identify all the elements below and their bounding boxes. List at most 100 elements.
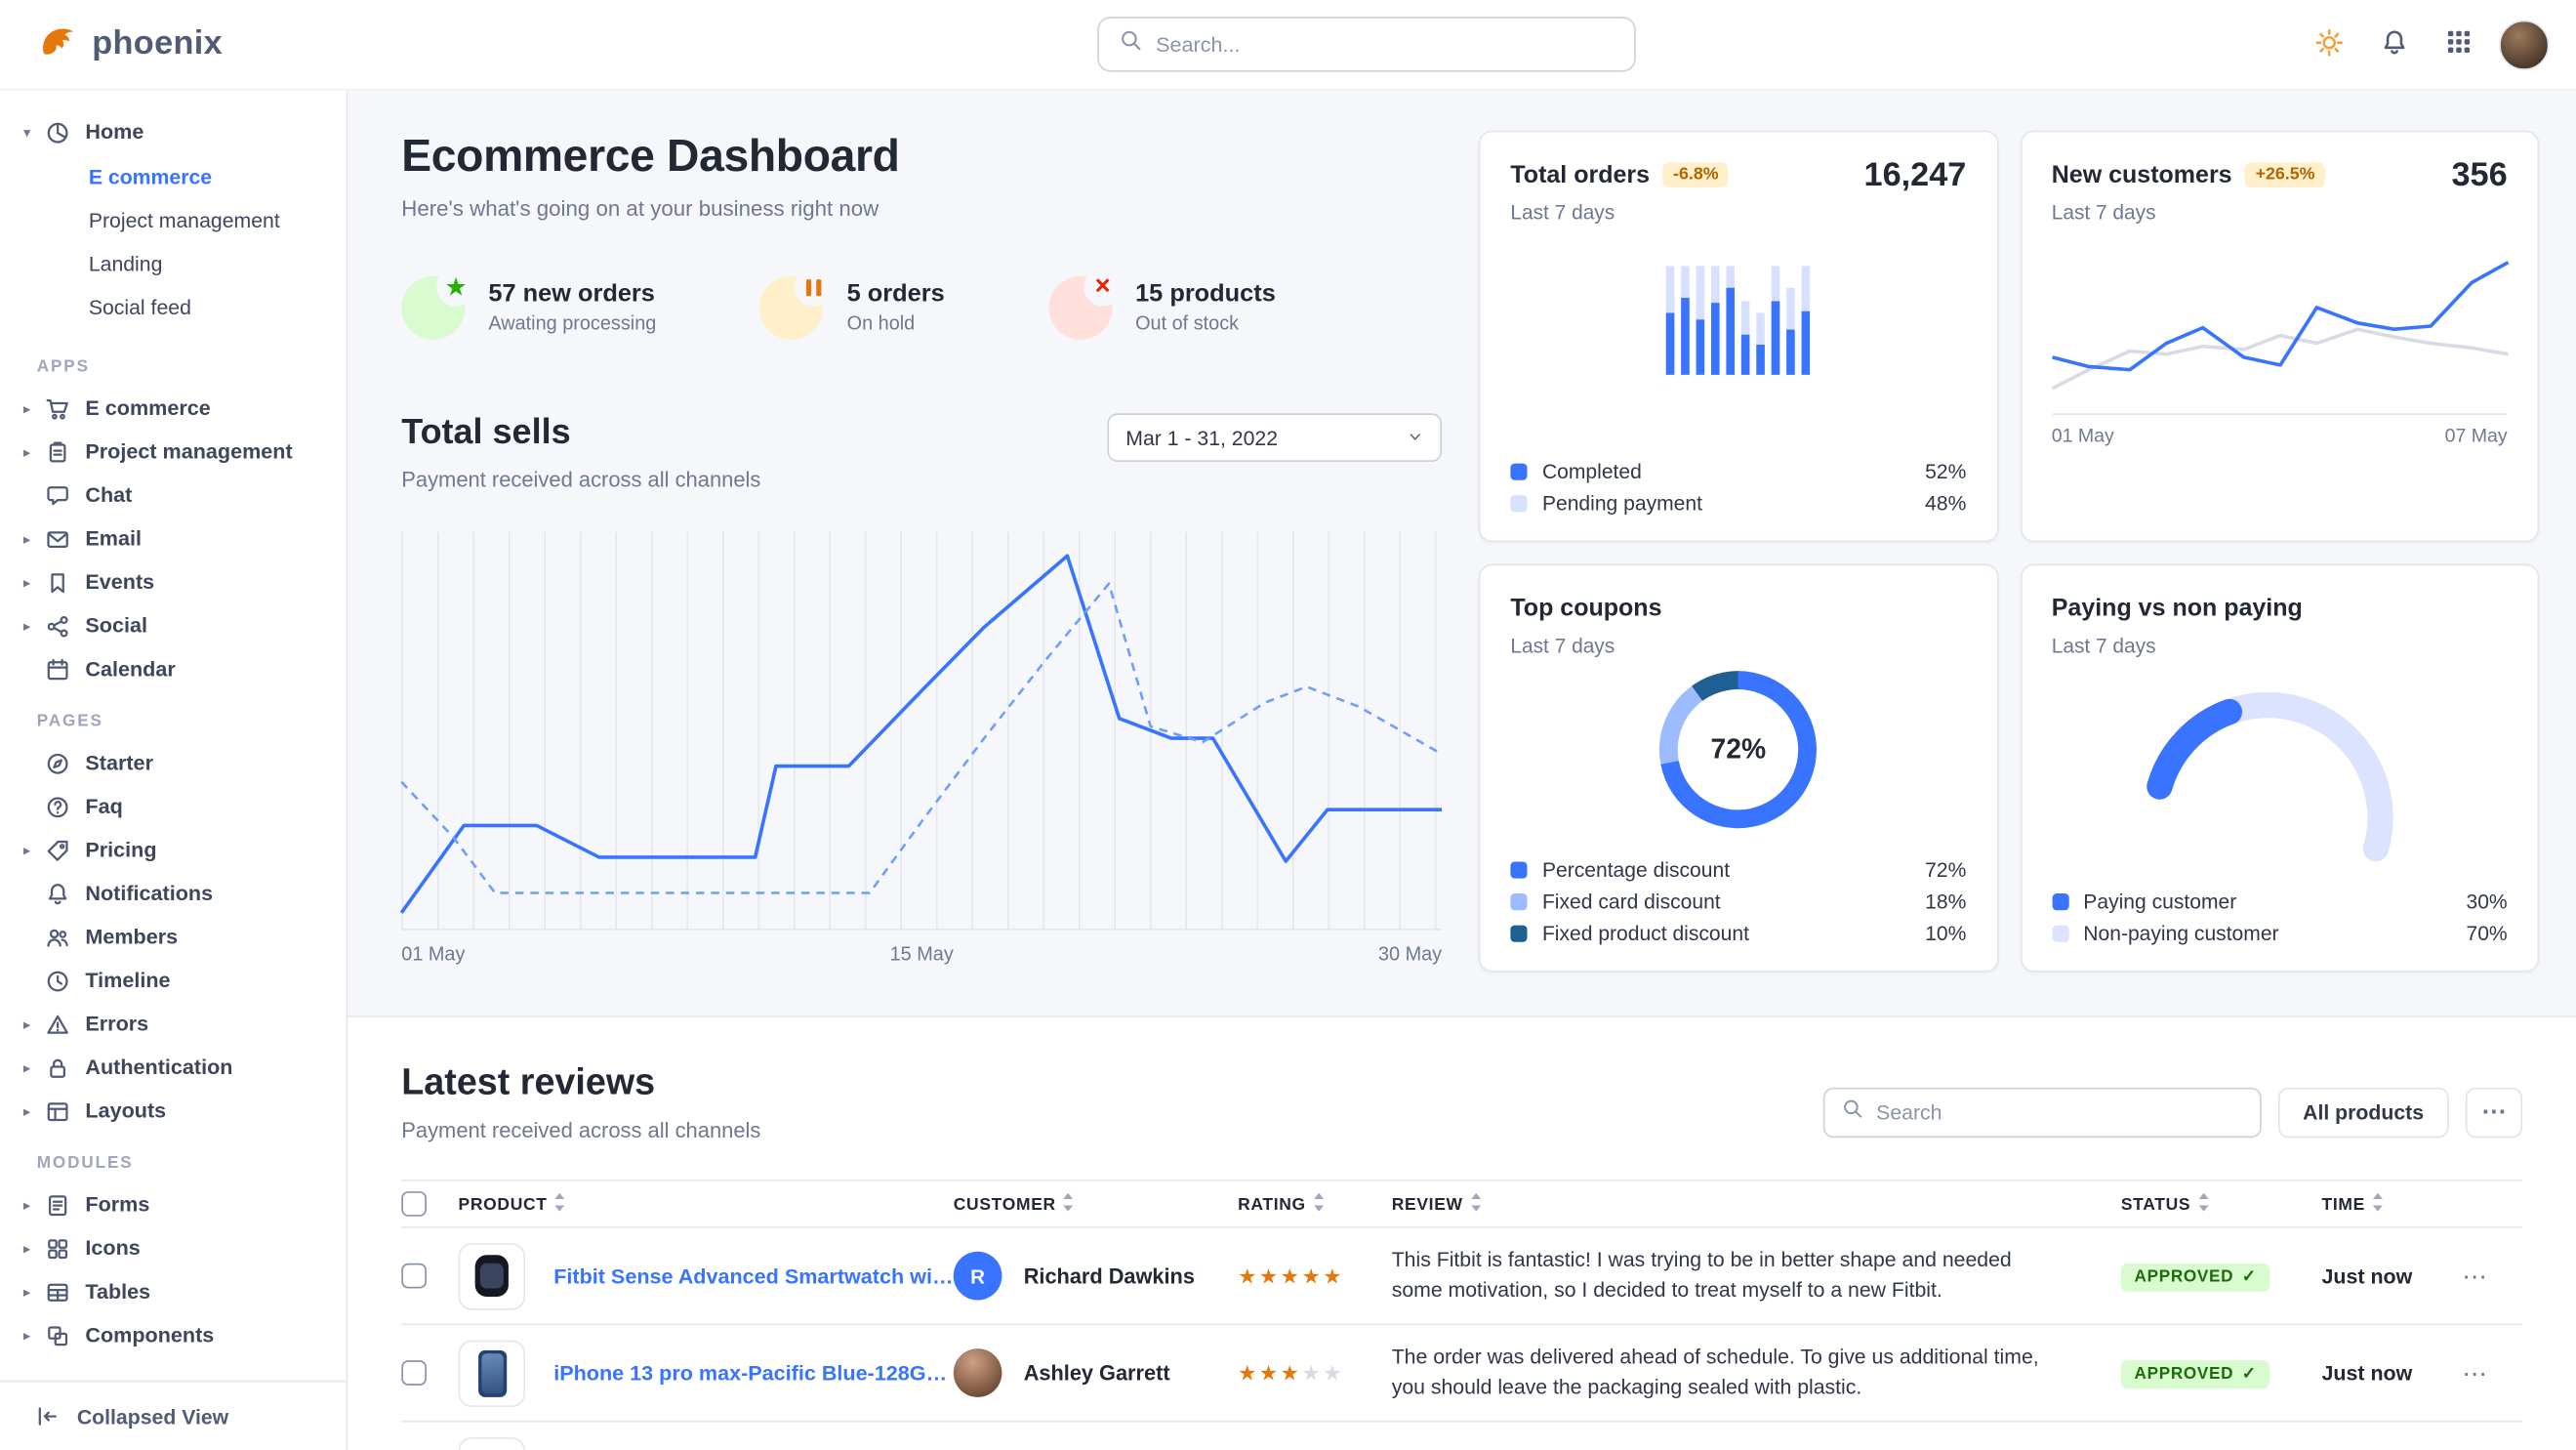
product-link[interactable]: iPhone 13 pro max-Pacific Blue-128GB sto…: [553, 1361, 954, 1386]
sidebar-item-e-commerce-dashboard[interactable]: E commerce: [88, 165, 213, 189]
sort-icon: [1470, 1192, 1481, 1212]
total-sells-chart: [401, 531, 1442, 931]
global-search-input[interactable]: [1156, 32, 1615, 57]
sidebar-item-pricing[interactable]: ▸ Pricing: [14, 828, 333, 872]
card-title: Top coupons: [1510, 596, 1662, 623]
pause-icon: [795, 268, 834, 307]
collapsed-view-button[interactable]: Collapsed View: [0, 1380, 347, 1450]
stat-value: 57 new orders: [488, 280, 655, 309]
sort-icon: [1313, 1192, 1324, 1212]
sidebar-item-layouts[interactable]: ▸ Layouts: [14, 1090, 333, 1134]
caret-right-icon: ▸: [22, 399, 31, 417]
sidebar-item-home[interactable]: ▾ Home: [14, 110, 333, 154]
cart-icon: [44, 394, 70, 421]
components-icon: [44, 1322, 70, 1348]
date-range-select[interactable]: Mar 1 - 31, 2022: [1107, 413, 1443, 462]
sidebar-item-starter[interactable]: Starter: [14, 741, 333, 785]
row-menu-button[interactable]: ⋯: [2456, 1351, 2494, 1395]
dashboard-section: Ecommerce Dashboard Here's what's going …: [348, 90, 2576, 1017]
sidebar-item-timeline[interactable]: Timeline: [14, 959, 333, 1003]
row-checkbox[interactable]: [401, 1263, 427, 1289]
donut-center-value: 72%: [1710, 733, 1767, 765]
check-icon: ✓: [2241, 1267, 2257, 1287]
x-tick: 07 May: [2444, 426, 2508, 447]
sidebar-item-project-management-dashboard[interactable]: Project management: [88, 209, 280, 233]
theme-toggle-button[interactable]: [2304, 20, 2353, 69]
card-period: Last 7 days: [2051, 634, 2156, 658]
calendar-icon: [44, 656, 70, 683]
sidebar-item-authentication[interactable]: ▸ Authentication: [14, 1046, 333, 1090]
sidebar-item-calendar[interactable]: Calendar: [14, 647, 333, 691]
sidebar-item-chat[interactable]: Chat: [14, 474, 333, 518]
row-checkbox[interactable]: [401, 1359, 427, 1386]
sidebar-nav: ▾ Home E commerce Project management Lan…: [0, 91, 347, 1381]
stat-out-of-stock: × 15 products Out of stock: [1047, 268, 1276, 340]
sidebar-item-social[interactable]: ▸ Social: [14, 604, 333, 648]
user-avatar[interactable]: [2499, 19, 2550, 70]
sidebar-item-social-feed[interactable]: Social feed: [88, 296, 191, 320]
sidebar-item-label: Tables: [85, 1279, 151, 1304]
sidebar-item-label: Project management: [85, 439, 293, 464]
question-icon: [44, 793, 70, 819]
reviews-search-input[interactable]: [1876, 1099, 2243, 1124]
nav-group-modules: MODULES: [36, 1154, 134, 1174]
new-customers-card: New customers +26.5% Last 7 days 356 01 M…: [2020, 130, 2540, 543]
column-header-status[interactable]: STATUS: [2120, 1180, 2322, 1228]
time-value: Just now: [2321, 1264, 2413, 1288]
sidebar-item-tables[interactable]: ▸ Tables: [14, 1270, 333, 1314]
select-all-checkbox[interactable]: [401, 1191, 427, 1217]
page-title: Ecommerce Dashboard: [401, 130, 900, 182]
caret-right-icon: ▸: [22, 1058, 31, 1076]
row-menu-button[interactable]: ⋯: [2456, 1254, 2494, 1298]
layout-icon: [44, 1098, 70, 1124]
share-icon: [44, 612, 70, 639]
sidebar-item-events[interactable]: ▸ Events: [14, 560, 333, 604]
sidebar-item-notifications[interactable]: Notifications: [14, 872, 333, 916]
column-header-review[interactable]: REVIEW: [1391, 1180, 2121, 1228]
stat-value: 15 products: [1135, 280, 1276, 309]
new-orders-blob: ★: [401, 268, 475, 340]
sidebar-item-components[interactable]: ▸ Components: [14, 1313, 333, 1357]
sidebar-item-members[interactable]: Members: [14, 915, 333, 959]
sun-icon: [2314, 27, 2343, 61]
reviews-subtitle: Payment received across all channels: [401, 1117, 761, 1143]
stat-value: 5 orders: [846, 280, 945, 309]
brand-logo[interactable]: phoenix: [37, 20, 223, 69]
sidebar-item-label: Timeline: [85, 969, 171, 993]
check-icon: ✓: [2241, 1365, 2257, 1385]
column-header-time[interactable]: TIME: [2321, 1180, 2456, 1228]
users-icon: [44, 924, 70, 950]
total-sells-title: Total sells: [401, 413, 571, 452]
sidebar-item-errors[interactable]: ▸ Errors: [14, 1002, 333, 1046]
sidebar-item-label: E commerce: [85, 396, 211, 421]
sidebar-item-faq[interactable]: Faq: [14, 785, 333, 829]
sidebar-item-label: Members: [85, 925, 179, 949]
sidebar-item-label: Chat: [85, 483, 133, 508]
legend-marker: [1510, 892, 1528, 910]
sidebar-item-ecommerce-app[interactable]: ▸ E commerce: [14, 387, 333, 431]
sidebar-item-icons[interactable]: ▸ Icons: [14, 1226, 333, 1270]
product-link[interactable]: Fitbit Sense Advanced Smartwatch with To…: [553, 1264, 954, 1288]
chevron-down-icon: [1407, 426, 1423, 449]
apps-grid-button[interactable]: [2433, 20, 2483, 69]
sidebar-item-landing[interactable]: Landing: [88, 252, 163, 276]
smartwatch-image: [474, 1255, 509, 1298]
notifications-button[interactable]: [2368, 20, 2418, 69]
column-header-product[interactable]: PRODUCT: [458, 1180, 954, 1228]
product-thumbnail: [458, 1436, 526, 1450]
stat-orders-on-hold: 5 orders On hold: [759, 268, 945, 340]
collapse-icon: [33, 1403, 60, 1429]
header-actions: [2304, 19, 2550, 70]
all-products-button[interactable]: All products: [2277, 1086, 2449, 1138]
main-content: Ecommerce Dashboard Here's what's going …: [348, 90, 2576, 1450]
column-header-customer[interactable]: CUSTOMER: [953, 1180, 1239, 1228]
sidebar-item-forms[interactable]: ▸ Forms: [14, 1183, 333, 1227]
legend-marker: [1510, 924, 1528, 941]
reviews-menu-button[interactable]: ⋯: [2465, 1086, 2523, 1138]
sidebar-item-email[interactable]: ▸ Email: [14, 518, 333, 561]
sidebar-item-project-management-app[interactable]: ▸ Project management: [14, 430, 333, 474]
column-header-rating[interactable]: RATING: [1238, 1180, 1392, 1228]
sidebar-item-label: Calendar: [85, 657, 176, 682]
review-text: This Fitbit is fantastic! I was trying t…: [1391, 1248, 2012, 1302]
sidebar-item-label: Starter: [85, 751, 153, 775]
